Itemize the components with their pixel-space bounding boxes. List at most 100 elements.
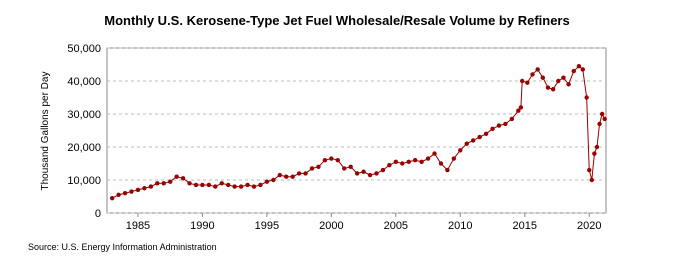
data-point [518, 105, 524, 110]
data-point [187, 181, 192, 186]
data-point [519, 78, 525, 84]
data-point [335, 158, 341, 163]
data-point [316, 164, 321, 169]
data-point [566, 82, 571, 87]
data-point [400, 161, 405, 166]
data-point [451, 156, 457, 161]
data-point [226, 182, 231, 188]
data-point [477, 134, 482, 140]
y-axis-label: Thousand Gallons per Day [40, 72, 51, 191]
data-point [602, 116, 607, 122]
data-point [258, 182, 263, 188]
data-point [264, 179, 270, 184]
x-tick-label: 1990 [190, 220, 214, 232]
data-point [303, 171, 308, 176]
data-point [503, 121, 508, 127]
y-tick-label: 20,000 [67, 142, 101, 154]
x-tick-label: 2000 [319, 220, 343, 232]
data-point [309, 166, 315, 171]
data-point [516, 108, 521, 113]
data-point [540, 75, 546, 80]
data-point [584, 95, 589, 100]
data-point [490, 126, 495, 132]
data-point [290, 174, 295, 179]
data-point [271, 177, 276, 183]
data-point [545, 85, 551, 90]
data-point [284, 174, 289, 179]
data-point [464, 141, 469, 146]
data-point [387, 162, 392, 168]
data-point [589, 177, 595, 183]
chart-title: Monthly U.S. Kerosene-Type Jet Fuel Whol… [104, 13, 569, 28]
data-point [412, 158, 418, 163]
data-point [109, 195, 115, 201]
x-tick-label: 2015 [513, 220, 537, 232]
series-line [111, 65, 606, 199]
data-point [354, 171, 360, 176]
data-point [180, 176, 186, 181]
data-point [174, 174, 179, 179]
data-point [238, 184, 244, 189]
data-point [342, 166, 347, 171]
data-point [550, 87, 556, 92]
data-point [219, 181, 224, 186]
data-point [525, 80, 530, 85]
data-point [580, 67, 585, 72]
data-point [445, 167, 450, 173]
data-point [380, 167, 386, 173]
data-point [599, 111, 605, 117]
data-point [200, 182, 205, 188]
data-point [193, 182, 199, 188]
y-tick-label: 10,000 [67, 175, 101, 187]
y-tick-label: 40,000 [67, 76, 101, 88]
data-point [296, 171, 302, 176]
data-point [329, 156, 334, 161]
data-point [122, 191, 128, 196]
plot-frame [106, 47, 607, 214]
data-point [161, 181, 166, 186]
data-point [535, 67, 540, 72]
y-tick-label: 30,000 [67, 109, 101, 121]
data-point [348, 164, 353, 169]
data-point [571, 68, 576, 74]
x-tick-label: 2010 [448, 220, 472, 232]
data-point [483, 131, 489, 136]
data-point [142, 186, 147, 191]
data-point [367, 172, 373, 178]
data-point [587, 167, 592, 173]
data-point [470, 138, 476, 143]
data-point [167, 179, 173, 184]
data-point [206, 182, 212, 188]
data-point [148, 184, 154, 189]
data-point [155, 181, 160, 186]
data-point [393, 159, 399, 165]
y-tick-label: 0 [95, 208, 101, 220]
data-point [116, 192, 121, 198]
data-point [594, 144, 600, 150]
y-tick-label: 50,000 [67, 43, 101, 55]
data-point [576, 63, 582, 69]
x-tick-label: 2005 [384, 220, 408, 232]
data-point [592, 151, 597, 156]
source-note: Source: U.S. Energy Information Administ… [28, 242, 217, 252]
data-point [496, 123, 502, 128]
data-point [509, 116, 515, 122]
data-point [530, 72, 535, 77]
data-point [232, 184, 237, 189]
data-point [245, 182, 250, 188]
x-tick-label: 1985 [126, 220, 150, 232]
x-tick-label: 2020 [577, 220, 601, 232]
data-point [597, 121, 602, 127]
data-point [419, 159, 424, 165]
x-tick-label: 1995 [255, 220, 279, 232]
data-point [432, 151, 437, 156]
data-point [322, 158, 328, 163]
data-point [213, 184, 218, 189]
data-point [556, 78, 561, 84]
data-point [458, 148, 463, 153]
data-point [251, 184, 257, 189]
data-point [406, 159, 411, 165]
data-point [374, 171, 379, 176]
data-point [561, 75, 566, 80]
